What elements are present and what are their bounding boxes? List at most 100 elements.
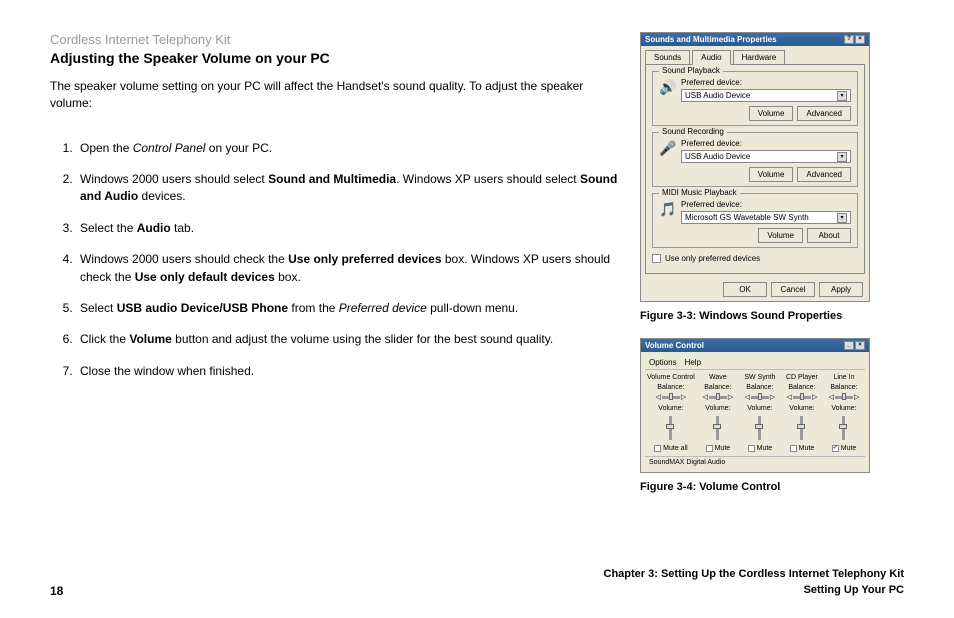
page-number: 18 — [50, 584, 63, 598]
ok-button[interactable]: OK — [723, 282, 767, 297]
midi-icon: 🎵 — [659, 200, 677, 218]
step-7: Close the window when finished. — [76, 363, 620, 380]
steps-list: Open the Control Panel on your PC. Windo… — [50, 140, 620, 381]
tabs: Sounds Audio Hardware — [645, 50, 865, 64]
volume-label: Volume: — [647, 405, 695, 412]
col-name: Line In — [825, 374, 863, 381]
cancel-button[interactable]: Cancel — [771, 282, 815, 297]
preferred-checkbox[interactable] — [652, 254, 661, 263]
volume-slider[interactable] — [825, 414, 863, 442]
tab-sounds[interactable]: Sounds — [645, 50, 690, 64]
status-bar: SoundMAX Digital Audio — [645, 456, 865, 468]
recording-group: Sound Recording 🎤 Preferred device: USB … — [652, 132, 858, 187]
apply-button[interactable]: Apply — [819, 282, 863, 297]
playback-volume-button[interactable]: Volume — [749, 106, 794, 121]
mute-checkbox[interactable]: ✓ — [832, 445, 839, 452]
mute-checkbox[interactable] — [654, 445, 661, 452]
section-title: Adjusting the Speaker Volume on your PC — [50, 50, 620, 66]
balance-slider[interactable]: ◁▷ — [783, 393, 821, 401]
tab-audio[interactable]: Audio — [692, 50, 730, 65]
balance-label: Balance: — [783, 384, 821, 391]
balance-slider[interactable]: ◁▷ — [699, 393, 737, 401]
step-6: Click the Volume button and adjust the v… — [76, 331, 620, 348]
playback-title: Sound Playback — [659, 66, 723, 75]
minimize-icon[interactable]: _ — [844, 341, 854, 350]
step-1: Open the Control Panel on your PC. — [76, 140, 620, 157]
title-bar: Sounds and Multimedia Properties ? × — [641, 33, 869, 46]
intro-text: The speaker volume setting on your PC wi… — [50, 78, 620, 112]
figure-3-4-caption: Figure 3-4: Volume Control — [640, 481, 870, 493]
balance-label: Balance: — [699, 384, 737, 391]
mute-checkbox[interactable] — [790, 445, 797, 452]
col-name: Wave — [699, 374, 737, 381]
playback-label: Preferred device: — [681, 78, 851, 87]
volume-column: Wave Balance: ◁▷ Volume: Mute — [699, 374, 737, 452]
help-icon[interactable]: ? — [844, 35, 854, 44]
volume-slider[interactable] — [647, 414, 695, 442]
sound-properties-dialog: Sounds and Multimedia Properties ? × Sou… — [640, 32, 870, 302]
recording-title: Sound Recording — [659, 127, 727, 136]
volume-column: CD Player Balance: ◁▷ Volume: Mute — [783, 374, 821, 452]
volume-column: Volume Control Balance: ◁▷ Volume: Mute … — [647, 374, 695, 452]
mute-label: Mute — [757, 445, 773, 452]
recording-dropdown[interactable]: USB Audio Device▾ — [681, 150, 851, 163]
preferred-label: Use only preferred devices — [665, 254, 760, 263]
title-bar: Volume Control _ × — [641, 339, 869, 352]
volume-column: SW Synth Balance: ◁▷ Volume: Mute — [741, 374, 779, 452]
chapter-footer: Chapter 3: Setting Up the Cordless Inter… — [604, 567, 905, 598]
midi-label: Preferred device: — [681, 200, 851, 209]
step-2: Windows 2000 users should select Sound a… — [76, 171, 620, 206]
mic-icon: 🎤 — [659, 139, 677, 157]
volume-label: Volume: — [741, 405, 779, 412]
mute-checkbox[interactable] — [748, 445, 755, 452]
step-5: Select USB audio Device/USB Phone from t… — [76, 300, 620, 317]
balance-label: Balance: — [647, 384, 695, 391]
mute-label: Mute — [841, 445, 857, 452]
balance-slider[interactable]: ◁▷ — [741, 393, 779, 401]
chevron-down-icon: ▾ — [837, 152, 847, 162]
midi-group: MIDI Music Playback 🎵 Preferred device: … — [652, 193, 858, 248]
volume-column: Line In Balance: ◁▷ Volume: ✓Mute — [825, 374, 863, 452]
chevron-down-icon: ▾ — [837, 213, 847, 223]
volume-slider[interactable] — [741, 414, 779, 442]
recording-advanced-button[interactable]: Advanced — [797, 167, 851, 182]
speaker-icon: 🔊 — [659, 78, 677, 96]
step-4: Windows 2000 users should check the Use … — [76, 251, 620, 286]
close-icon[interactable]: × — [855, 35, 865, 44]
balance-label: Balance: — [741, 384, 779, 391]
midi-volume-button[interactable]: Volume — [758, 228, 803, 243]
chevron-down-icon: ▾ — [837, 91, 847, 101]
menu-options[interactable]: Options — [649, 358, 677, 367]
recording-label: Preferred device: — [681, 139, 851, 148]
midi-dropdown[interactable]: Microsoft GS Wavetable SW Synth▾ — [681, 211, 851, 224]
volume-slider[interactable] — [783, 414, 821, 442]
dialog-title: Sounds and Multimedia Properties — [645, 35, 777, 44]
product-title: Cordless Internet Telephony Kit — [50, 32, 620, 47]
playback-advanced-button[interactable]: Advanced — [797, 106, 851, 121]
mute-label: Mute — [715, 445, 731, 452]
figure-3-3-caption: Figure 3-3: Windows Sound Properties — [640, 310, 870, 322]
volume-slider[interactable] — [699, 414, 737, 442]
midi-title: MIDI Music Playback — [659, 188, 740, 197]
mute-label: Mute — [799, 445, 815, 452]
col-name: SW Synth — [741, 374, 779, 381]
midi-about-button[interactable]: About — [807, 228, 851, 243]
mute-label: Mute all — [663, 445, 688, 452]
col-name: CD Player — [783, 374, 821, 381]
balance-slider[interactable]: ◁▷ — [825, 393, 863, 401]
close-icon[interactable]: × — [855, 341, 865, 350]
balance-label: Balance: — [825, 384, 863, 391]
playback-dropdown[interactable]: USB Audio Device▾ — [681, 89, 851, 102]
menu-help[interactable]: Help — [685, 358, 701, 367]
balance-slider[interactable]: ◁▷ — [647, 393, 695, 401]
volume-control-dialog: Volume Control _ × Options Help Volume C… — [640, 338, 870, 473]
volume-label: Volume: — [699, 405, 737, 412]
step-3: Select the Audio tab. — [76, 220, 620, 237]
col-name: Volume Control — [647, 374, 695, 381]
playback-group: Sound Playback 🔊 Preferred device: USB A… — [652, 71, 858, 126]
mute-checkbox[interactable] — [706, 445, 713, 452]
tab-hardware[interactable]: Hardware — [733, 50, 786, 64]
recording-volume-button[interactable]: Volume — [749, 167, 794, 182]
dialog-title: Volume Control — [645, 341, 704, 350]
volume-label: Volume: — [783, 405, 821, 412]
